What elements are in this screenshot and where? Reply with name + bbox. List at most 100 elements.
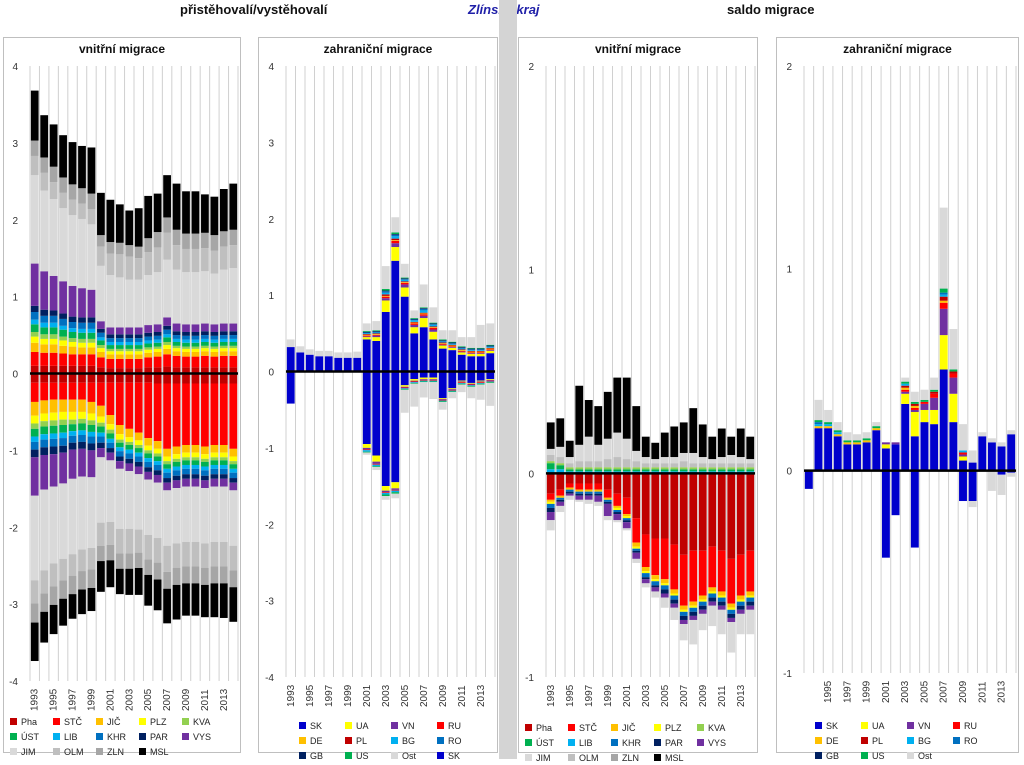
- bar-segment-OLM-1993: [30, 155, 39, 176]
- bar-segment-KHR-1993: [30, 312, 39, 320]
- bar-segment-KHR-2014: [229, 472, 238, 479]
- bar-segment-LIB-2004: [134, 341, 143, 346]
- bar-segment-JIM-2006: [153, 482, 162, 539]
- bar-segment-STČ-1999: [603, 489, 612, 498]
- bar-segment-KVA-2001: [106, 348, 115, 352]
- bar-segment-OLM-2008: [689, 463, 698, 468]
- bar-segment-STČ-2013: [219, 355, 228, 368]
- bar-segment-STČ-2010: [708, 546, 717, 588]
- bar-segment-OLM-1997: [68, 199, 77, 216]
- bar-segment-STČ-1996: [575, 483, 584, 490]
- x-tick-label: 1999: [86, 688, 97, 711]
- bar-segment-JIČ-2002: [115, 425, 124, 435]
- y-tick-label: -2: [265, 520, 274, 531]
- bar-segment-KHR-2006: [670, 595, 679, 600]
- chart-legend: SK UA VN RU DE PL BG RO GB US Ost: [815, 718, 999, 763]
- bar-segment-JIČ-1994: [556, 495, 565, 498]
- bar-segment-JIM-1995: [565, 457, 574, 464]
- chart-title: vnitřní migrace: [594, 42, 682, 56]
- legend-label: SK: [448, 750, 461, 761]
- legend-swatch: [525, 739, 532, 746]
- bar-segment-Pha-2010: [708, 473, 717, 547]
- bar-segment-Ost-1999: [862, 432, 871, 439]
- bar-segment-MSL-2008: [172, 584, 181, 620]
- legend-swatch: [139, 718, 146, 725]
- bar-segment-PAR-1999: [603, 501, 612, 504]
- bar-segment-OLM-2014: [229, 245, 238, 269]
- y-tick-label: 1: [528, 266, 534, 277]
- bar-segment-SK-2011: [457, 354, 466, 372]
- bar-segment-JIČ-2005: [660, 579, 669, 584]
- bar-segment-DE-2011: [457, 350, 466, 351]
- bar-segment-VN-2013: [476, 353, 485, 354]
- bar-segment-STČ-1994: [556, 489, 565, 496]
- bar-segment-BG-2003: [901, 383, 910, 386]
- bar-segment-Ost-2009: [959, 424, 967, 451]
- bar-segment-STČ-2008: [172, 355, 181, 368]
- legend-label: VN: [402, 720, 415, 731]
- bar-segment-UA-2010: [448, 347, 457, 351]
- bar-segment-SK-2005: [400, 296, 409, 372]
- bar-segment-VYS-2006: [670, 603, 679, 608]
- legend-label: KVA: [193, 716, 211, 727]
- y-tick-label: -4: [265, 673, 274, 684]
- bar-segment-JIM-1993: [546, 448, 555, 456]
- bar-segment-PLZ-2009: [182, 452, 190, 458]
- bar-segment-LIB-1999: [87, 431, 96, 437]
- bar-segment-JIČ-2003: [641, 567, 650, 572]
- bar-segment-SK-1993: [286, 371, 295, 404]
- bar-segment-KVA-2008: [689, 467, 698, 470]
- chart-panel-internal-balance: vnitřní migrace -1 0 1 2 1993 1995 1997 1999 200…: [518, 37, 758, 763]
- bar-segment-KVA-2007: [679, 467, 688, 470]
- bar-segment-MSL-2014: [746, 436, 755, 460]
- bar-segment-KHR-2012: [727, 609, 736, 614]
- bar-segment-LIB-1996: [59, 432, 67, 439]
- x-tick-label: 1997: [68, 688, 79, 711]
- bar-segment-OLM-1995: [49, 563, 58, 587]
- legend-label: KHR: [107, 731, 127, 742]
- bar-segment-KVA-2010: [191, 457, 200, 461]
- bar-segment-JIČ-1997: [584, 489, 593, 492]
- bar-segment-KHR-1999: [87, 322, 96, 329]
- bar-segment-US-1996: [833, 430, 842, 433]
- bar-segment-SK-2013: [476, 371, 485, 381]
- bar-segment-PL-2012: [467, 350, 476, 352]
- bar-segment-PLZ-2000: [613, 507, 622, 510]
- legend-item: US: [345, 751, 391, 761]
- bar-segment-RU-2003: [901, 389, 910, 392]
- bar-segment-RO-2007: [419, 308, 428, 311]
- bar-segment-OLM-2009: [182, 541, 190, 567]
- bar-segment-MSL-2012: [727, 436, 736, 456]
- bar-segment-RU-2011: [457, 350, 466, 352]
- bar-segment-ÚST-2006: [670, 469, 679, 472]
- bar-segment-ÚST-1994: [556, 465, 565, 470]
- bar-segment-ZLN-2014: [229, 570, 238, 588]
- bar-segment-MSL-2007: [163, 588, 171, 624]
- bar-segment-DE-2004: [910, 405, 919, 408]
- bar-segment-KVA-2012: [727, 467, 736, 470]
- bar-segment-ÚST-2000: [613, 469, 622, 472]
- legend-item: OLM: [53, 747, 96, 757]
- bar-segment-PLZ-2008: [172, 348, 181, 352]
- bar-segment-Ost-2005: [400, 389, 409, 413]
- legend-item: GB: [299, 751, 345, 761]
- bar-segment-STČ-1999: [87, 354, 96, 366]
- bar-segment-PAR-1994: [40, 447, 49, 455]
- bar-segment-PL-2007: [939, 296, 948, 301]
- legend-row: JIM OLM ZLN MSL: [525, 750, 740, 765]
- bar-segment-KHR-1997: [584, 491, 593, 494]
- bar-segment-ZLN-2012: [210, 235, 219, 251]
- bar-segment-JIČ-2004: [651, 575, 660, 580]
- bar-segment-US-2008: [429, 381, 438, 383]
- bar-segment-KVA-1998: [594, 467, 603, 470]
- bar-segment-PL-2004: [910, 403, 919, 406]
- legend-item: MSL: [139, 747, 182, 757]
- bar-segment-OLM-1995: [49, 182, 58, 199]
- bar-segment-PLZ-1995: [49, 338, 58, 345]
- bar-segment-SK-1994: [814, 428, 823, 471]
- bar-segment-JIM-2004: [134, 474, 143, 530]
- chart-legend: Pha STČ JIČ PLZ KVA ÚST LIB KHR PAR VYS JIM OLM ZLN M…: [525, 720, 740, 765]
- bar-segment-LIB-1993: [546, 469, 555, 474]
- bar-segment-LIB-2002: [115, 447, 124, 452]
- bar-segment-JIM-1994: [40, 190, 49, 272]
